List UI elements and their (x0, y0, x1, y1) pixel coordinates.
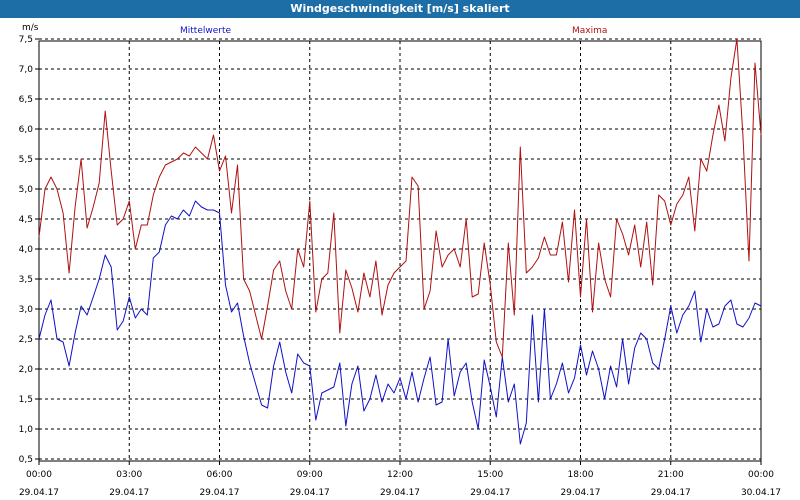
x-tick-date: 29.04.17 (19, 488, 59, 498)
y-tick-label: 6,0 (19, 125, 34, 135)
x-tick-time: 12:00 (387, 470, 413, 480)
x-tick-time: 06:00 (207, 470, 233, 480)
y-tick-label: 6,5 (19, 95, 33, 105)
y-tick-label: 1,5 (19, 395, 33, 405)
x-tick-time: 00:00 (748, 470, 774, 480)
y-tick-label: 1,0 (19, 425, 34, 435)
x-tick-date: 30.04.17 (741, 488, 781, 498)
y-tick-label: 7,0 (19, 65, 34, 75)
y-axis-label: m/s (22, 23, 39, 33)
y-tick-label: 3,5 (19, 275, 33, 285)
x-tick-time: 00:00 (26, 470, 52, 480)
x-tick-date: 29.04.17 (290, 488, 330, 498)
y-tick-label: 7,5 (19, 35, 33, 45)
y-tick-label: 2,5 (19, 335, 33, 345)
x-tick-date: 29.04.17 (109, 488, 149, 498)
y-tick-label: 5,5 (19, 155, 33, 165)
chart-plot: m/s 0,5 1,0 1,5 2,0 2,5 3,0 3,5 4,0 4,5 5,0 5,5 6,0 6… (19, 23, 781, 498)
series-line-maxima (38, 38, 762, 358)
series-line-mittelwerte (38, 200, 762, 445)
x-tick-time: 21:00 (658, 470, 684, 480)
y-tick-label: 2,0 (19, 365, 34, 375)
x-tick-time: 18:00 (568, 470, 594, 480)
x-tick-date: 29.04.17 (560, 488, 600, 498)
y-tick-label: 5,0 (19, 185, 34, 195)
y-tick-label: 3,0 (19, 305, 34, 315)
window-title: Windgeschwindigkeit [m/s] skaliert (0, 0, 800, 18)
legend-maxima: Maxima (572, 26, 608, 36)
legend-mittelwerte: Mittelwerte (180, 26, 232, 36)
y-tick-label: 4,0 (19, 245, 34, 255)
x-tick-date: 29.04.17 (470, 488, 510, 498)
y-tick-label: 4,5 (19, 215, 33, 225)
x-tick-time: 15:00 (477, 470, 503, 480)
x-tick-date: 29.04.17 (380, 488, 420, 498)
x-tick-time: 09:00 (297, 470, 323, 480)
x-tick-time: 03:00 (116, 470, 142, 480)
x-tick-date: 29.04.17 (651, 488, 691, 498)
x-tick-date: 29.04.17 (199, 488, 239, 498)
y-tick-label: 0,5 (19, 455, 33, 465)
